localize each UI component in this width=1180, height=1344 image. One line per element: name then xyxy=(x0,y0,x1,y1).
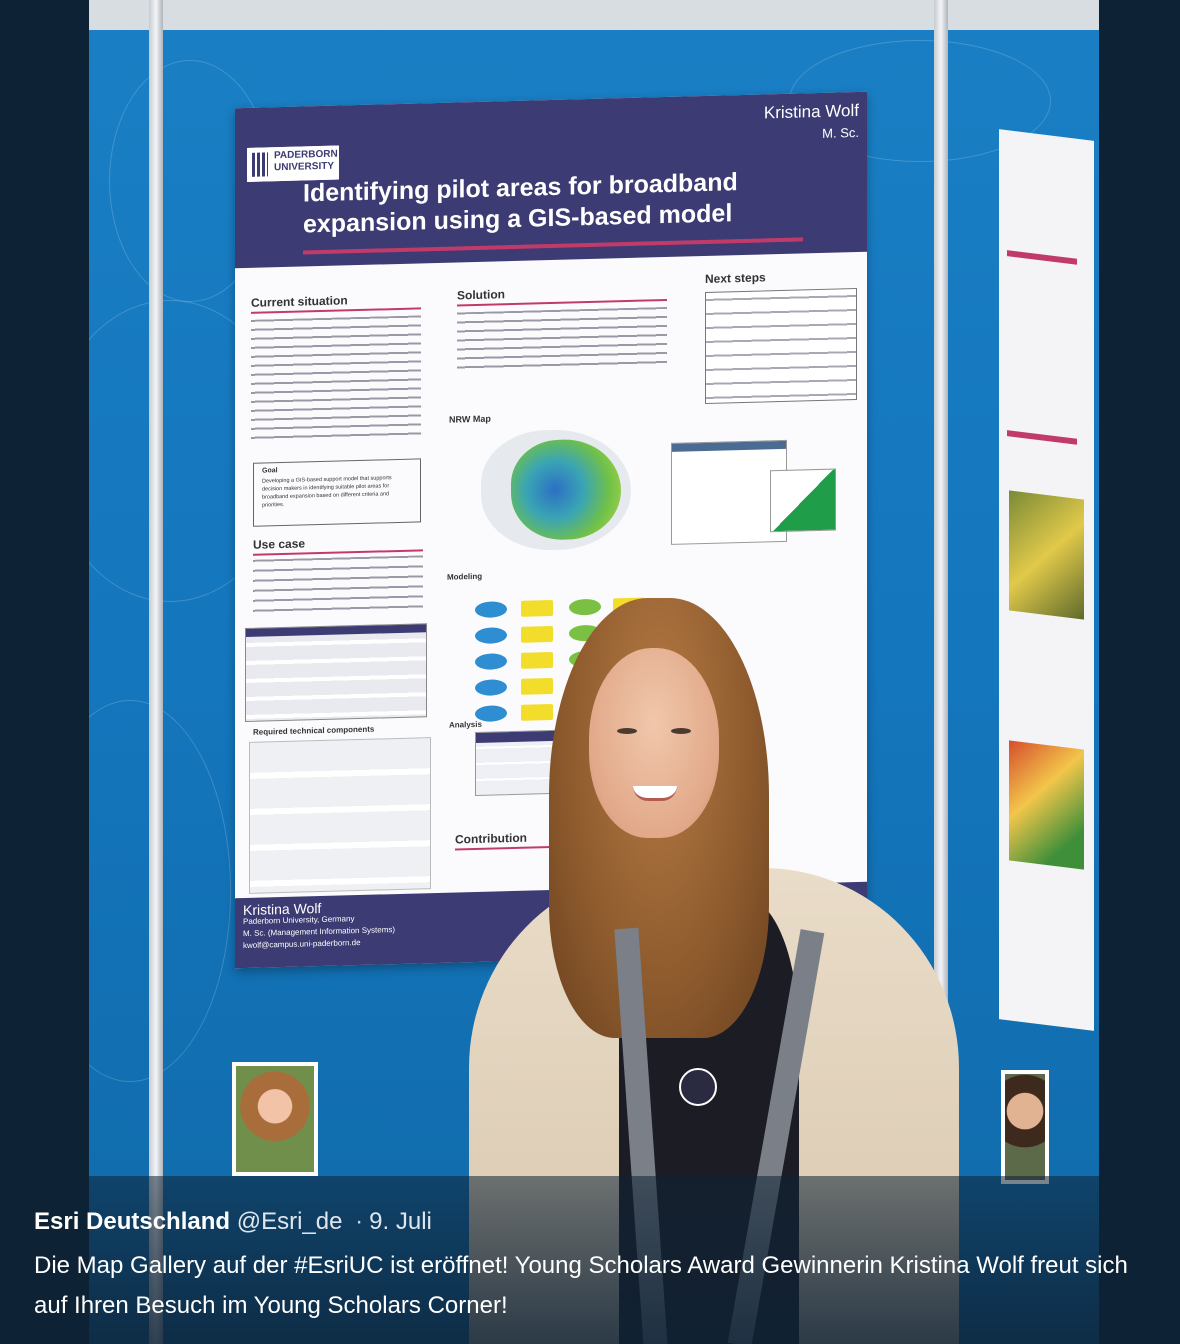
poster-title: Identifying pilot areas for broadband ex… xyxy=(303,168,738,239)
tweet-text: Die Map Gallery auf der #EsriUC ist eröf… xyxy=(34,1252,1128,1319)
goal-heading: Goal xyxy=(262,467,278,475)
footer-text: Kristina Wolf Paderborn University, Germ… xyxy=(243,900,395,952)
university-logo-icon xyxy=(252,152,268,177)
use-case-text xyxy=(253,555,423,618)
author-degree: M. Sc. xyxy=(822,124,859,141)
figure-image xyxy=(1009,490,1084,620)
next-steps-box xyxy=(705,287,857,404)
title-underline xyxy=(303,237,803,255)
figure-image xyxy=(1009,740,1084,870)
section-use-case: Use case xyxy=(253,536,306,552)
tweet-header: Esri Deutschland @Esri_de · 9. Juli xyxy=(34,1208,432,1236)
section-solution: Solution xyxy=(457,287,505,303)
section-divider xyxy=(1007,250,1077,265)
current-situation-text xyxy=(251,315,421,440)
booth-pole xyxy=(149,0,163,1344)
author-photo xyxy=(232,1062,318,1176)
table-header xyxy=(246,624,426,637)
tweet-caption: Esri Deutschland @Esri_de · 9. Juli Die M… xyxy=(0,1176,1180,1344)
section-divider xyxy=(1007,430,1077,445)
university-name: PADERBORN UNIVERSITY xyxy=(274,148,338,174)
university-logo: PADERBORN UNIVERSITY xyxy=(247,145,339,182)
tweet-date[interactable]: 9. Juli xyxy=(369,1208,432,1235)
poster-header: PADERBORN UNIVERSITY Kristina Wolf M. Sc… xyxy=(235,91,867,269)
section-modeling: Modeling xyxy=(447,571,483,582)
separator: · xyxy=(355,1208,364,1235)
eye xyxy=(617,728,637,734)
neighbor-poster xyxy=(999,129,1094,1031)
face xyxy=(589,648,719,838)
nrw-coat-of-arms xyxy=(770,468,836,533)
neighbor-author-photo xyxy=(1001,1070,1049,1184)
section-required-components: Required technical components xyxy=(253,724,375,737)
eye xyxy=(671,728,691,734)
badge-pin xyxy=(679,1068,717,1106)
criteria-table xyxy=(245,623,427,723)
map-region xyxy=(511,438,621,542)
goal-box: Goal Developing a GIS-based support mode… xyxy=(253,458,421,527)
author-name: Kristina Wolf xyxy=(763,100,859,123)
smile xyxy=(633,786,677,801)
goal-text: Developing a GIS-based support model tha… xyxy=(262,475,392,509)
poster-author: Kristina Wolf M. Sc. xyxy=(764,100,859,146)
panel-header xyxy=(672,440,786,452)
account-name[interactable]: Esri Deutschland xyxy=(34,1208,231,1235)
components-diagram xyxy=(249,737,431,894)
section-next-steps: Next steps xyxy=(705,270,766,286)
section-current-situation: Current situation xyxy=(251,293,348,310)
tweet-photo[interactable]: PADERBORN UNIVERSITY Kristina Wolf M. Sc… xyxy=(89,0,1099,1344)
solution-text xyxy=(457,306,667,373)
nrw-map xyxy=(451,417,671,571)
ceiling-panel xyxy=(89,0,1099,30)
account-handle[interactable]: @Esri_de xyxy=(236,1208,343,1235)
footer-email: kwolf@campus.uni-paderborn.de xyxy=(243,937,361,951)
